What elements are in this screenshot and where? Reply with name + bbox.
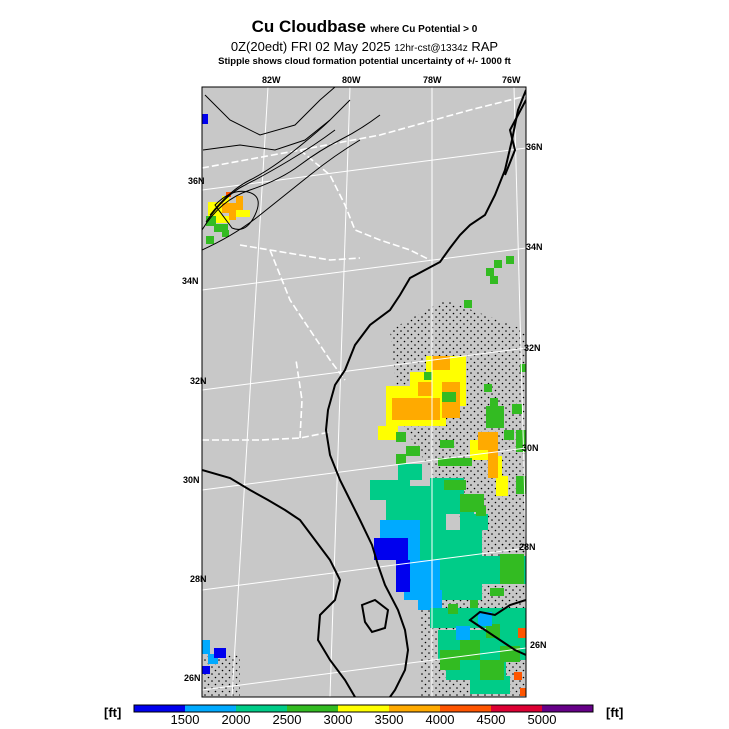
lat-label: 36N (188, 176, 205, 186)
legend-swatch (185, 705, 236, 712)
lat-label: 32N (524, 343, 541, 353)
legend-swatch (134, 705, 185, 712)
cloudbase-cells (202, 114, 526, 696)
longitude-labels: 82W 80W 78W 76W (262, 75, 521, 85)
legend-unit-right: [ft] (606, 705, 624, 720)
legend-tick: 2000 (222, 712, 251, 727)
legend-tick: 4500 (477, 712, 506, 727)
legend-swatch (491, 705, 542, 712)
subtitle-small: 12hr-cst@1334z (394, 43, 468, 54)
legend-tick: 4000 (426, 712, 455, 727)
legend-swatch (287, 705, 338, 712)
lat-label: 26N (530, 640, 547, 650)
lon-label: 78W (423, 75, 442, 85)
lat-label: 34N (526, 242, 543, 252)
legend-tick: 3500 (375, 712, 404, 727)
lat-label: 32N (190, 376, 207, 386)
chart-title: Cu Cloudbase where Cu Potential > 0 (0, 18, 729, 39)
legend-swatch (389, 705, 440, 712)
lat-label: 28N (519, 542, 536, 552)
lon-label: 82W (262, 75, 281, 85)
state-borders (202, 95, 526, 441)
legend-swatch (338, 705, 389, 712)
map-frame (201, 86, 527, 698)
lat-label: 26N (184, 673, 201, 683)
subtitle-model: RAP (471, 39, 499, 54)
legend-tick: 1500 (171, 712, 200, 727)
title-main: Cu Cloudbase (251, 17, 366, 36)
lat-label: 36N (526, 142, 543, 152)
topography-contours (202, 87, 381, 251)
lat-label: 28N (190, 574, 207, 584)
coastline (202, 89, 526, 697)
legend-tick: 5000 (528, 712, 557, 727)
lon-label: 76W (502, 75, 521, 85)
stipple-note: Stipple shows cloud formation potential … (218, 56, 511, 67)
legend-unit-left: [ft] (104, 705, 122, 720)
title-note: where Cu Potential > 0 (370, 24, 478, 35)
lat-label: 30N (522, 443, 539, 453)
chart-subtitle: 0Z(20edt) FRI 02 May 2025 12hr-cst@1334z… (0, 39, 729, 54)
latitude-labels-left: 36N 34N 32N 30N 28N 26N (182, 176, 207, 683)
legend-swatch (440, 705, 491, 712)
legend-swatch (236, 705, 287, 712)
latitude-labels-right: 36N 34N 32N 30N 28N 26N (519, 142, 547, 650)
lon-label: 80W (342, 75, 361, 85)
legend-tick: 3000 (324, 712, 353, 727)
lat-label: 30N (183, 475, 200, 485)
subtitle-main: 0Z(20edt) FRI 02 May 2025 (230, 39, 391, 54)
lat-label: 34N (182, 276, 199, 286)
lat-lon-grid (202, 87, 526, 697)
legend-tick: 2500 (273, 712, 302, 727)
legend-swatch (542, 705, 593, 712)
